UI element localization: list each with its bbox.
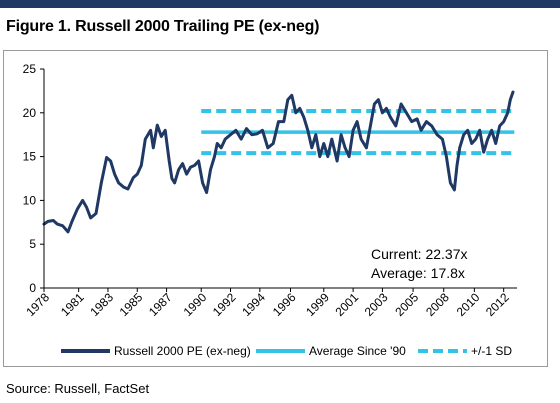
y-tick-label-5: 5	[29, 237, 36, 251]
x-tick-label-2005: 2005	[392, 290, 421, 319]
x-tick-label-2012: 2012	[483, 290, 512, 319]
legend-label-average: Average Since '90	[309, 344, 406, 358]
x-tick-label-1992: 1992	[210, 290, 239, 319]
x-tick-label-1994: 1994	[239, 290, 268, 319]
x-tick-label-2003: 2003	[362, 290, 391, 319]
y-tick-label-15: 15	[23, 150, 37, 164]
annotation-current: Current: 22.37x	[371, 246, 468, 262]
x-tick-label-1985: 1985	[117, 290, 146, 319]
x-tick-label-1996: 1996	[270, 290, 299, 319]
annotation-average: Average: 17.8x	[371, 265, 465, 281]
y-tick-label-0: 0	[29, 281, 36, 295]
pe-series-line	[42, 90, 515, 234]
chart-frame	[3, 50, 548, 367]
source-note: Source: Russell, FactSet	[6, 381, 150, 396]
y-tick-label-20: 20	[23, 106, 37, 120]
x-tick-label-2001: 2001	[332, 290, 361, 319]
y-tick-label-25: 25	[23, 62, 37, 76]
x-tick-label-1999: 1999	[303, 290, 332, 319]
x-tick-label-1981: 1981	[58, 290, 87, 319]
figure-title: Figure 1. Russell 2000 Trailing PE (ex-n…	[6, 18, 320, 35]
x-tick-label-1983: 1983	[87, 290, 116, 319]
top-rule	[0, 0, 560, 8]
x-tick-label-2008: 2008	[423, 290, 452, 319]
y-tick-label-10: 10	[23, 193, 37, 207]
x-tick-label-1987: 1987	[146, 290, 175, 319]
x-tick-label-1990: 1990	[181, 290, 210, 319]
legend-label-pe: Russell 2000 PE (ex-neg)	[114, 344, 251, 358]
x-tick-label-2010: 2010	[454, 290, 483, 319]
x-tick-label-1978: 1978	[23, 290, 52, 319]
legend-label-sd: +/-1 SD	[471, 344, 512, 358]
